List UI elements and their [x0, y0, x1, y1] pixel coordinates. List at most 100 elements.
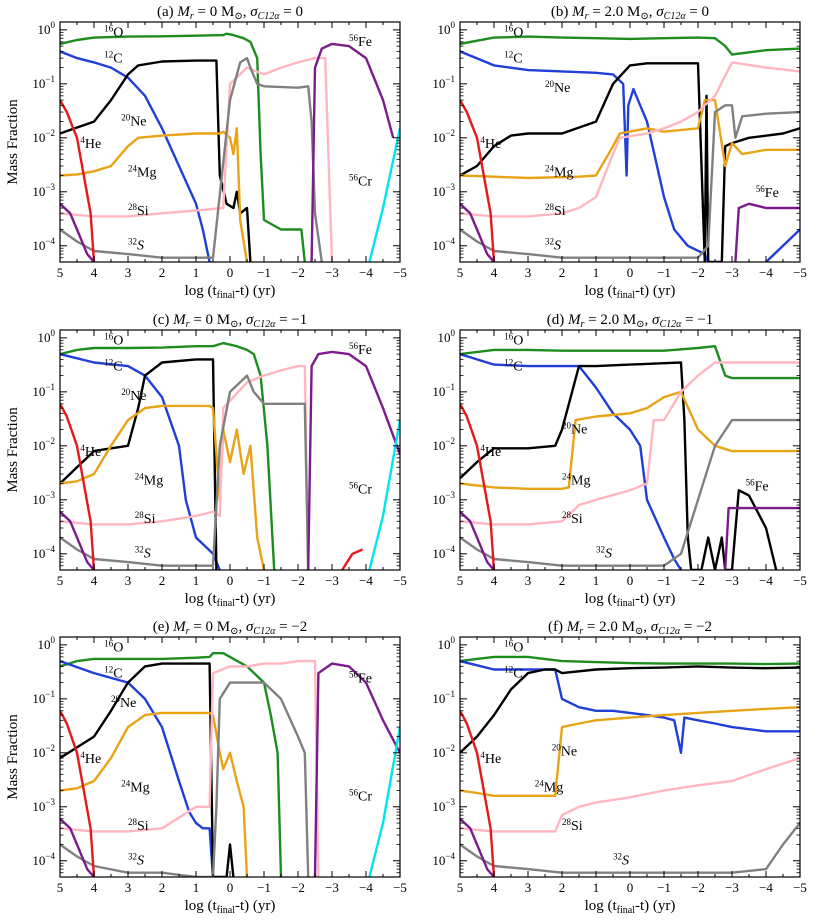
isotope-label: 32S: [135, 545, 151, 562]
x-tick-label: −3: [725, 265, 739, 280]
x-tick-label: −4: [359, 573, 373, 588]
isotope-label: 56Cr: [349, 788, 372, 805]
series-line-1: [60, 352, 221, 570]
isotope-label: 32S: [613, 852, 629, 869]
x-tick-label: −2: [691, 265, 705, 280]
series-line-9: [734, 202, 800, 262]
y-tick-label: 10−4: [432, 544, 455, 561]
isotope-label: 56Fe: [349, 670, 372, 687]
x-tick-label: 1: [593, 265, 600, 280]
x-tick-label: −2: [291, 265, 305, 280]
isotope-label: 20Ne: [562, 420, 587, 437]
series-line-3: [60, 711, 249, 877]
isotope-label: 32S: [545, 237, 561, 254]
x-tick-label: −1: [657, 265, 671, 280]
isotope-label: 16O: [504, 24, 523, 41]
chart-title: (b) Mr = 2.0 M⊙, σC12α = 0: [551, 4, 709, 22]
x-tick-label: −4: [359, 265, 373, 280]
x-tick-label: −2: [691, 880, 705, 895]
x-tick-label: 1: [193, 573, 200, 588]
x-axis-label: log (tfinal-t) (yr): [185, 898, 276, 916]
y-tick-label: 10−4: [32, 236, 55, 253]
x-tick-label: 4: [91, 880, 98, 895]
series-line-4: [60, 659, 320, 877]
y-tick-label: 10−3: [432, 182, 455, 199]
x-tick-label: 0: [227, 573, 234, 588]
isotope-label: 28Si: [135, 510, 156, 527]
y-tick-label: 100: [438, 328, 456, 345]
series-line-0: [460, 35, 800, 56]
series-line-4: [60, 56, 334, 262]
x-tick-label: 3: [125, 573, 132, 588]
isotope-label: 56Fe: [349, 341, 372, 358]
series-line-8: [724, 506, 800, 570]
y-tick-label: 10−1: [32, 382, 55, 399]
x-tick-label: 2: [159, 573, 166, 588]
series-group: [460, 345, 800, 570]
isotope-label: 24Mg: [535, 779, 563, 796]
x-tick-label: 5: [457, 265, 464, 280]
series-group: [460, 35, 800, 262]
x-tick-label: −4: [759, 265, 773, 280]
series-line-7: [60, 202, 95, 262]
y-tick-label: 10−3: [32, 797, 55, 814]
isotope-label: 32S: [128, 237, 144, 254]
x-axis-label: log (tfinal-t) (yr): [585, 898, 676, 916]
x-tick-label: −3: [325, 880, 339, 895]
x-tick-label: 4: [491, 265, 498, 280]
isotope-label: 16O: [104, 24, 123, 41]
series-line-5: [60, 681, 310, 877]
isotope-label: 32S: [596, 545, 612, 562]
x-tick-label: 0: [227, 265, 234, 280]
chart-title: (c) Mr = 0 M⊙, σC12α = −1: [153, 312, 308, 330]
x-axis-label: log (tfinal-t) (yr): [185, 591, 276, 609]
x-tick-label: −3: [725, 880, 739, 895]
isotope-label: 12C: [504, 49, 522, 66]
isotope-label: 24Mg: [128, 164, 156, 181]
series-group: [60, 341, 400, 570]
series-line-0: [460, 655, 800, 666]
series-line-2: [765, 228, 800, 262]
series-line-3: [460, 62, 800, 262]
series-line-2: [460, 665, 800, 754]
series-line-4: [60, 364, 310, 570]
series-line-0: [60, 652, 283, 877]
x-tick-label: −3: [725, 573, 739, 588]
isotope-label: 4He: [480, 135, 501, 152]
x-tick-label: −2: [291, 573, 305, 588]
series-line-1: [60, 659, 215, 877]
x-tick-label: −5: [393, 265, 407, 280]
y-tick-label: 10−2: [32, 128, 55, 145]
series-line-6: [60, 403, 96, 570]
x-tick-label: −4: [759, 573, 773, 588]
series-line-2: [60, 662, 235, 877]
x-tick-label: −3: [325, 265, 339, 280]
y-tick-label: 100: [38, 635, 56, 652]
x-tick-label: 3: [525, 880, 532, 895]
isotope-label: 56Fe: [746, 477, 769, 494]
isotope-label: 56Fe: [349, 33, 372, 50]
x-tick-label: 0: [627, 265, 634, 280]
isotope-label: 4He: [80, 750, 101, 767]
x-tick-label: −1: [257, 265, 271, 280]
isotope-label: 16O: [504, 332, 523, 349]
series-line-2: [60, 59, 252, 262]
series-line-4: [460, 98, 800, 180]
isotope-label: 4He: [480, 443, 501, 460]
x-tick-label: 1: [193, 265, 200, 280]
series-line-5: [460, 418, 800, 567]
isotope-label: 4He: [480, 750, 501, 767]
series-group: [60, 32, 400, 262]
series-line-3: [460, 390, 800, 490]
isotope-label: 4He: [80, 443, 101, 460]
series-line-9: [368, 128, 400, 262]
x-tick-label: −1: [657, 880, 671, 895]
series-line-8: [313, 662, 400, 877]
x-tick-label: 5: [457, 573, 464, 588]
x-axis-label: log (tfinal-t) (yr): [585, 283, 676, 301]
